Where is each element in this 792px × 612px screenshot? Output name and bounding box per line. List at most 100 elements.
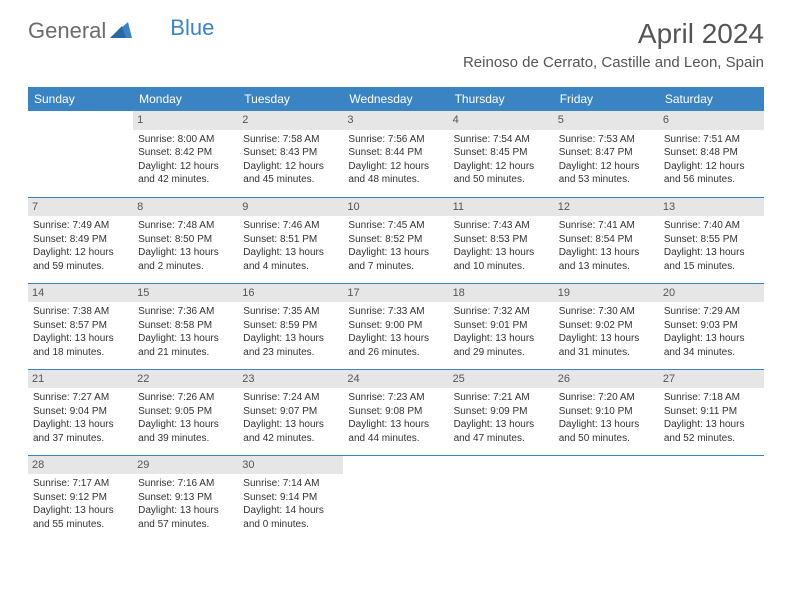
daylight-line2: and 15 minutes. [664,260,759,274]
daylight-line1: Daylight: 13 hours [559,418,654,432]
day-number: 25 [449,370,554,389]
daylight-line2: and 29 minutes. [454,346,549,360]
logo-text-blue: Blue [170,15,214,41]
daylight-line1: Daylight: 14 hours [243,504,338,518]
day-number: 3 [343,111,448,130]
daylight-line2: and 39 minutes. [138,432,233,446]
calendar-day-cell [28,111,133,197]
daylight-line2: and 52 minutes. [664,432,759,446]
weekday-header: Wednesday [343,87,448,111]
daylight-line2: and 56 minutes. [664,173,759,187]
daylight-line1: Daylight: 13 hours [348,418,443,432]
sunset-line: Sunset: 9:10 PM [559,405,654,419]
daylight-line1: Daylight: 13 hours [348,332,443,346]
calendar-day-cell: 17Sunrise: 7:33 AMSunset: 9:00 PMDayligh… [343,283,448,369]
calendar-day-cell: 28Sunrise: 7:17 AMSunset: 9:12 PMDayligh… [28,455,133,541]
daylight-line2: and 4 minutes. [243,260,338,274]
calendar-body: 1Sunrise: 8:00 AMSunset: 8:42 PMDaylight… [28,111,764,541]
sunset-line: Sunset: 8:57 PM [33,319,128,333]
day-number: 7 [28,198,133,217]
sunset-line: Sunset: 8:49 PM [33,233,128,247]
calendar-day-cell: 16Sunrise: 7:35 AMSunset: 8:59 PMDayligh… [238,283,343,369]
calendar-day-cell: 6Sunrise: 7:51 AMSunset: 8:48 PMDaylight… [659,111,764,197]
day-number: 10 [343,198,448,217]
day-number: 21 [28,370,133,389]
sunset-line: Sunset: 8:44 PM [348,146,443,160]
title-block: April 2024 Reinoso de Cerrato, Castille … [463,18,764,71]
day-number: 29 [133,456,238,475]
calendar-day-cell: 20Sunrise: 7:29 AMSunset: 9:03 PMDayligh… [659,283,764,369]
daylight-line1: Daylight: 13 hours [664,332,759,346]
sunset-line: Sunset: 9:07 PM [243,405,338,419]
weekday-header: Monday [133,87,238,111]
day-number: 19 [554,284,659,303]
logo: General Blue [28,18,214,44]
daylight-line2: and 21 minutes. [138,346,233,360]
sunrise-line: Sunrise: 7:38 AM [33,305,128,319]
day-number: 27 [659,370,764,389]
sunset-line: Sunset: 9:03 PM [664,319,759,333]
daylight-line1: Daylight: 13 hours [454,332,549,346]
header: General Blue April 2024 Reinoso de Cerra… [0,0,792,79]
daylight-line1: Daylight: 13 hours [559,332,654,346]
calendar-day-cell: 15Sunrise: 7:36 AMSunset: 8:58 PMDayligh… [133,283,238,369]
calendar-day-cell: 27Sunrise: 7:18 AMSunset: 9:11 PMDayligh… [659,369,764,455]
sunrise-line: Sunrise: 7:24 AM [243,391,338,405]
daylight-line1: Daylight: 13 hours [138,332,233,346]
daylight-line2: and 42 minutes. [138,173,233,187]
month-title: April 2024 [463,18,764,50]
calendar-week-row: 1Sunrise: 8:00 AMSunset: 8:42 PMDaylight… [28,111,764,197]
sunrise-line: Sunrise: 7:51 AM [664,133,759,147]
daylight-line1: Daylight: 13 hours [138,418,233,432]
calendar-day-cell: 18Sunrise: 7:32 AMSunset: 9:01 PMDayligh… [449,283,554,369]
calendar-day-cell: 13Sunrise: 7:40 AMSunset: 8:55 PMDayligh… [659,197,764,283]
sunrise-line: Sunrise: 7:21 AM [454,391,549,405]
sunrise-line: Sunrise: 7:56 AM [348,133,443,147]
day-number: 12 [554,198,659,217]
daylight-line2: and 7 minutes. [348,260,443,274]
calendar-day-cell [343,455,448,541]
weekday-header: Thursday [449,87,554,111]
sunrise-line: Sunrise: 7:17 AM [33,477,128,491]
weekday-header: Saturday [659,87,764,111]
sunrise-line: Sunrise: 7:33 AM [348,305,443,319]
sunset-line: Sunset: 9:13 PM [138,491,233,505]
sunset-line: Sunset: 8:47 PM [559,146,654,160]
daylight-line2: and 45 minutes. [243,173,338,187]
daylight-line2: and 34 minutes. [664,346,759,360]
daylight-line2: and 2 minutes. [138,260,233,274]
daylight-line2: and 13 minutes. [559,260,654,274]
day-number: 8 [133,198,238,217]
day-number: 23 [238,370,343,389]
calendar-day-cell: 26Sunrise: 7:20 AMSunset: 9:10 PMDayligh… [554,369,659,455]
calendar-day-cell: 14Sunrise: 7:38 AMSunset: 8:57 PMDayligh… [28,283,133,369]
sunset-line: Sunset: 9:00 PM [348,319,443,333]
daylight-line1: Daylight: 13 hours [454,246,549,260]
sunrise-line: Sunrise: 7:43 AM [454,219,549,233]
daylight-line1: Daylight: 13 hours [33,332,128,346]
day-number: 20 [659,284,764,303]
sunset-line: Sunset: 8:58 PM [138,319,233,333]
daylight-line1: Daylight: 12 hours [348,160,443,174]
daylight-line1: Daylight: 12 hours [454,160,549,174]
sunrise-line: Sunrise: 7:27 AM [33,391,128,405]
day-number: 6 [659,111,764,130]
weekday-header: Sunday [28,87,133,111]
sunset-line: Sunset: 9:08 PM [348,405,443,419]
calendar-day-cell: 12Sunrise: 7:41 AMSunset: 8:54 PMDayligh… [554,197,659,283]
daylight-line1: Daylight: 13 hours [243,246,338,260]
sunset-line: Sunset: 8:42 PM [138,146,233,160]
calendar-week-row: 7Sunrise: 7:49 AMSunset: 8:49 PMDaylight… [28,197,764,283]
sunrise-line: Sunrise: 7:16 AM [138,477,233,491]
day-number: 26 [554,370,659,389]
daylight-line1: Daylight: 12 hours [243,160,338,174]
daylight-line1: Daylight: 13 hours [243,418,338,432]
daylight-line1: Daylight: 12 hours [559,160,654,174]
calendar-week-row: 14Sunrise: 7:38 AMSunset: 8:57 PMDayligh… [28,283,764,369]
sunset-line: Sunset: 9:04 PM [33,405,128,419]
sunrise-line: Sunrise: 7:14 AM [243,477,338,491]
sunset-line: Sunset: 8:54 PM [559,233,654,247]
sunset-line: Sunset: 8:59 PM [243,319,338,333]
sunset-line: Sunset: 9:09 PM [454,405,549,419]
weekday-header: Friday [554,87,659,111]
